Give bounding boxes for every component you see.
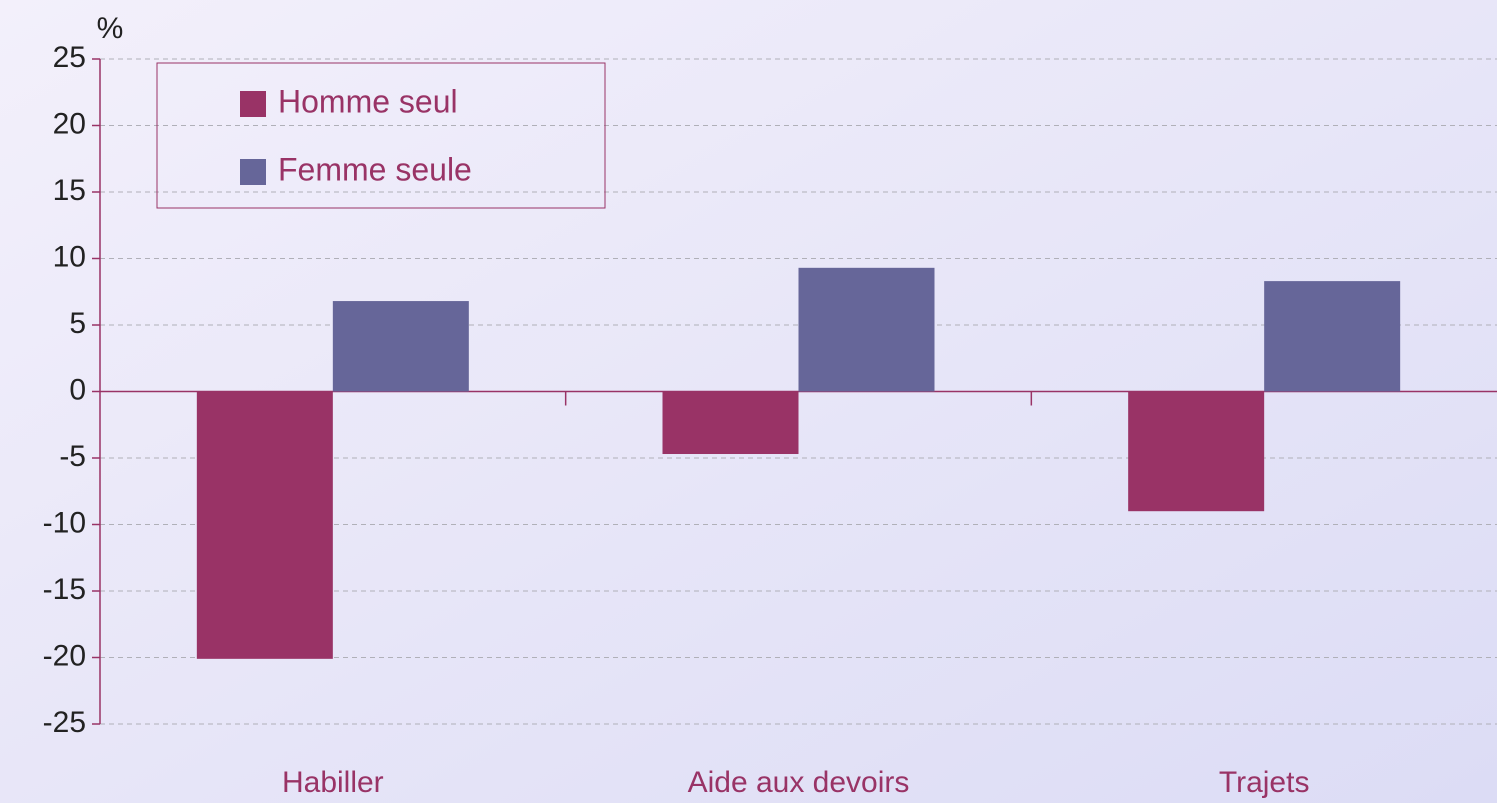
y-tick-label: 15 (53, 174, 86, 207)
y-tick-label: 0 (69, 373, 86, 406)
bar (1128, 391, 1265, 512)
legend-swatch (240, 159, 266, 185)
y-tick-label: 5 (69, 307, 86, 340)
y-tick-label: -15 (43, 573, 86, 606)
y-tick-label: -25 (43, 706, 86, 739)
x-tick-label: Aide aux devoirs (688, 766, 910, 799)
y-tick-label: -20 (43, 639, 86, 672)
y-axis-label: % (97, 12, 124, 45)
bar (332, 301, 469, 392)
y-tick-label: 20 (53, 107, 86, 140)
x-tick-label: Habiller (282, 766, 384, 799)
bar (662, 391, 799, 455)
legend-box (156, 62, 606, 209)
y-tick-label: -10 (43, 506, 86, 539)
bar (1264, 281, 1401, 392)
bar (798, 267, 935, 392)
y-tick-label: -5 (59, 440, 86, 473)
legend-label: Homme seul (278, 83, 458, 119)
y-tick-label: 25 (53, 41, 86, 74)
legend-swatch (240, 91, 266, 117)
y-tick-label: 10 (53, 240, 86, 273)
legend-label: Femme seule (278, 151, 472, 187)
bar (196, 391, 333, 659)
x-tick-label: Trajets (1219, 766, 1310, 799)
